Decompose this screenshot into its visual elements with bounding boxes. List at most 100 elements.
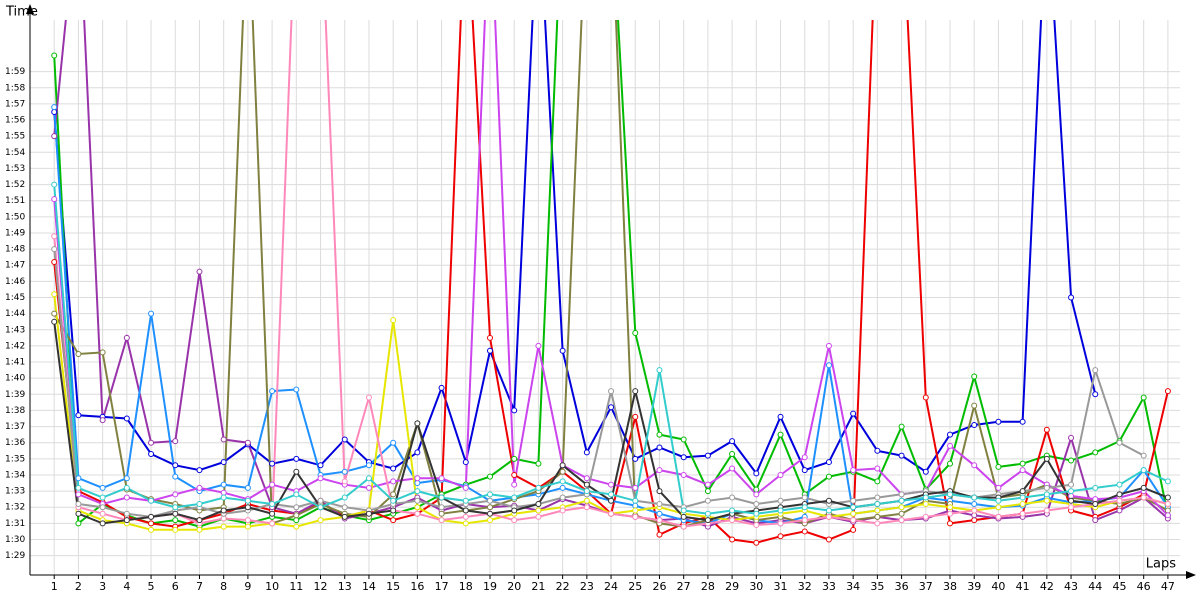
data-point [874, 520, 881, 527]
data-point [947, 504, 953, 511]
data-point [874, 478, 881, 485]
data-point [172, 517, 179, 524]
data-point [51, 52, 58, 59]
x-tick-label: 20 [507, 580, 521, 593]
data-point [898, 491, 905, 498]
data-point [704, 488, 711, 495]
data-point [1043, 491, 1050, 498]
y-tick-label: 1:38 [5, 406, 25, 416]
y-tick-label: 1:35 [5, 454, 25, 464]
data-point [632, 497, 639, 504]
data-point [874, 494, 881, 501]
data-point [1068, 481, 1075, 488]
data-point [1164, 501, 1171, 508]
x-tick-label: 11 [289, 580, 303, 593]
data-point [608, 510, 615, 517]
data-point [971, 421, 978, 428]
data-point [753, 486, 760, 493]
data-point [947, 460, 953, 467]
data-point [850, 517, 857, 524]
data-point [487, 473, 493, 480]
data-point [51, 246, 58, 253]
data-point [244, 517, 251, 524]
y-tick-label: 1:43 [5, 325, 25, 335]
data-point [438, 517, 445, 524]
data-point [317, 462, 324, 469]
data-point [220, 489, 227, 496]
data-point [632, 413, 639, 420]
data-point [898, 504, 905, 511]
x-tick-label: 23 [580, 580, 594, 593]
data-point [1116, 439, 1123, 446]
data-point [898, 452, 905, 459]
data-point [753, 501, 760, 508]
data-point [656, 517, 663, 524]
data-point [874, 507, 881, 514]
data-point [680, 471, 687, 478]
data-point [148, 497, 155, 504]
data-point [801, 467, 808, 474]
x-tick-label: 31 [774, 580, 788, 593]
y-tick-label: 1:56 [5, 116, 25, 126]
x-tick-label: 3 [99, 580, 106, 593]
data-point [341, 468, 348, 475]
data-point [583, 475, 590, 482]
data-point [704, 497, 711, 504]
data-point [1164, 512, 1171, 519]
data-point [462, 459, 469, 466]
data-point [559, 494, 566, 501]
data-point [123, 494, 130, 501]
data-point [317, 497, 324, 504]
data-point [1140, 467, 1147, 474]
data-point [947, 491, 953, 498]
data-point [438, 510, 445, 517]
data-point [269, 510, 276, 517]
data-point [680, 513, 687, 520]
data-point [1019, 418, 1026, 425]
data-point [680, 507, 687, 514]
data-point [898, 510, 905, 517]
y-tick-label: 1:54 [5, 148, 25, 158]
y-tick-label: 1:41 [5, 358, 25, 368]
data-point [438, 504, 445, 511]
data-point [123, 517, 130, 524]
x-tick-label: 33 [822, 580, 836, 593]
data-point [777, 431, 784, 438]
data-point [1019, 501, 1026, 508]
y-tick-label: 1:55 [5, 132, 25, 142]
axes: Time Laps [5, 4, 1196, 579]
x-axis-title: Laps [1146, 557, 1176, 572]
data-point [753, 491, 760, 498]
data-point [559, 507, 566, 514]
data-point [632, 455, 639, 462]
data-point [196, 501, 203, 508]
data-point [1068, 492, 1075, 499]
y-tick-label: 1:51 [5, 196, 25, 206]
data-point [172, 510, 179, 517]
data-point [680, 454, 687, 461]
data-point [656, 510, 663, 517]
data-point [729, 507, 736, 514]
data-point [971, 507, 978, 514]
data-point [1092, 517, 1099, 524]
data-point [583, 497, 590, 504]
data-point [995, 418, 1002, 425]
x-tick-label: 35 [870, 580, 884, 593]
data-point [608, 491, 615, 498]
x-tick-label: 38 [943, 580, 957, 593]
x-tick-label: 37 [919, 580, 933, 593]
y-tick-label: 1:46 [5, 277, 25, 287]
data-point [801, 454, 808, 461]
data-point [487, 517, 493, 524]
y-tick-label: 1:57 [5, 99, 25, 109]
data-point [148, 310, 155, 317]
data-point [341, 504, 348, 511]
data-point [583, 488, 590, 495]
data-point [1068, 294, 1075, 301]
data-point [971, 402, 978, 409]
data-point [172, 526, 179, 533]
data-point [995, 513, 1002, 520]
y-tick-label: 1:31 [5, 519, 25, 529]
data-point [75, 412, 82, 419]
data-point [51, 181, 58, 188]
